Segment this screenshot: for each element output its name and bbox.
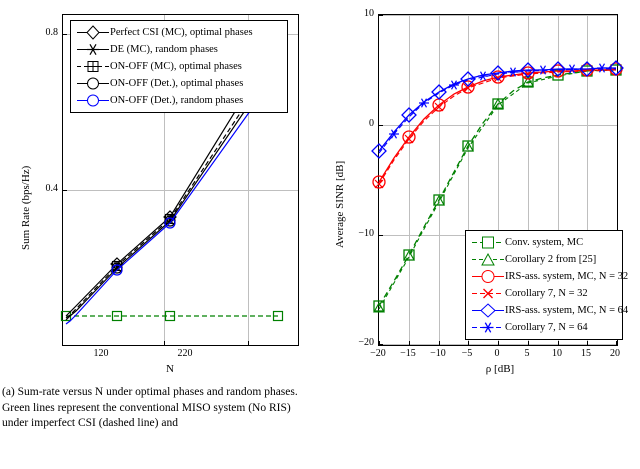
gridline-x-0 xyxy=(498,15,499,345)
xticklabel-b-15: 15 xyxy=(581,348,591,359)
gridline-x-5 xyxy=(528,15,529,345)
xticklabel-b-5: 5 xyxy=(524,348,530,359)
ytick--10 xyxy=(379,235,383,236)
gridline-x-10 xyxy=(558,15,559,345)
xtick--10 xyxy=(439,341,440,345)
legend-label: ON-OFF (Det.), optimal phases xyxy=(110,78,244,89)
xtick--5 xyxy=(468,341,469,345)
legend-item-b-1: Corollary 2 from [25] xyxy=(471,251,617,268)
legend-label: ON-OFF (MC), optimal phases xyxy=(110,61,242,72)
legend-a: Perfect CSI (MC), optimal phases DE (MC)… xyxy=(70,20,288,113)
asterisk-marker-blue-icon xyxy=(471,319,505,336)
xticklabel-a-220: 220 xyxy=(177,348,193,359)
gridline-x-120 xyxy=(164,15,165,345)
legend-item-a-0: Perfect CSI (MC), optimal phases xyxy=(76,24,282,41)
circle-marker-icon xyxy=(76,75,110,92)
circle-marker-blue-icon xyxy=(76,92,110,109)
legend-label: Perfect CSI (MC), optimal phases xyxy=(110,27,253,38)
legend-label: IRS-ass. system, MC, N = 32 xyxy=(505,271,629,282)
xticklabel-b-0: 0 xyxy=(494,348,500,359)
xtick--20 xyxy=(379,341,380,345)
ytick-10 xyxy=(379,15,383,16)
yticklabel-b--10: −10 xyxy=(358,228,374,239)
legend-item-a-2: ON-OFF (MC), optimal phases xyxy=(76,58,282,75)
xticklabel-b-10: 10 xyxy=(552,348,562,359)
yticklabel-b--20: −20 xyxy=(358,337,374,348)
legend-item-a-4: ON-OFF (Det.), random phases xyxy=(76,92,282,109)
legend-label: Corollary 7, N = 64 xyxy=(505,322,588,333)
legend-label: Corollary 2 from [25] xyxy=(505,254,597,265)
series-layer-b xyxy=(371,60,624,313)
gridline-x--15 xyxy=(409,15,410,345)
diamond-marker-blue-icon xyxy=(471,302,505,319)
gridline-x--10 xyxy=(439,15,440,345)
ytick--20 xyxy=(379,344,383,345)
legend-item-b-3: Corollary 7, N = 32 xyxy=(471,285,617,302)
xtick-10 xyxy=(558,341,559,345)
ytick-0.8 xyxy=(63,34,67,35)
ytick-0.4 xyxy=(63,190,67,191)
gridline-x-15 xyxy=(587,15,588,345)
legend-item-a-1: DE (MC), random phases xyxy=(76,41,282,58)
xticklabel-b-20: 20 xyxy=(610,348,620,359)
legend-label: Conv. system, MC xyxy=(505,237,584,248)
yaxis-title-a: Sum Rate (bps/Hz) xyxy=(20,165,32,250)
series-irs-mc-n32 xyxy=(372,62,623,189)
xticklabel-b--15: −15 xyxy=(400,348,416,359)
xaxis-title-b: ρ [dB] xyxy=(485,363,515,375)
legend-label: DE (MC), random phases xyxy=(110,44,218,55)
xticklabel-b--20: −20 xyxy=(370,348,386,359)
xtick-120 xyxy=(164,341,165,345)
legend-label: ON-OFF (Det.), random phases xyxy=(110,95,244,106)
triangle-marker-green-icon xyxy=(471,251,505,268)
xticklabel-a-120: 120 xyxy=(93,348,109,359)
circle-marker-red-icon xyxy=(471,268,505,285)
xticklabel-b--10: −10 xyxy=(430,348,446,359)
gridline-y-0.4 xyxy=(63,190,298,191)
legend-item-b-4: IRS-ass. system, MC, N = 64 xyxy=(471,302,628,319)
legend-item-b-5: Corollary 7, N = 64 xyxy=(471,319,617,336)
series-corollary7-n64 xyxy=(378,63,616,154)
yticklabel-a-0.8: 0.8 xyxy=(45,27,59,38)
xaxis-title-a: N xyxy=(166,363,174,375)
ytick-0 xyxy=(379,125,383,126)
series-layer-a xyxy=(60,35,285,325)
yticklabel-b-0: 0 xyxy=(369,118,374,129)
xtick-220 xyxy=(248,341,249,345)
diamond-marker-icon xyxy=(76,24,110,41)
legend-label: Corollary 7, N = 32 xyxy=(505,288,588,299)
asterisk-marker-icon xyxy=(76,41,110,58)
gridline-x--5 xyxy=(468,15,469,345)
figure-caption-a: (a) Sum-rate versus N under optimal phas… xyxy=(2,386,298,430)
square-marker-green-icon xyxy=(471,234,505,251)
xtick-15 xyxy=(587,341,588,345)
legend-b: Conv. system, MC Corollary 2 from [25] I… xyxy=(465,230,628,340)
series-corollary7-n32 xyxy=(374,69,617,189)
legend-item-b-2: IRS-ass. system, MC, N = 32 xyxy=(471,268,628,285)
xtick--15 xyxy=(409,341,410,345)
legend-item-a-3: ON-OFF (Det.), optimal phases xyxy=(76,75,282,92)
gridline-x-220 xyxy=(248,15,249,345)
yaxis-title-b: Average SINR [dB] xyxy=(334,160,346,248)
yticklabel-a-0.4: 0.4 xyxy=(45,183,59,194)
square-plus-marker-icon xyxy=(76,58,110,75)
legend-item-b-0: Conv. system, MC xyxy=(471,234,617,251)
xtick-5 xyxy=(528,341,529,345)
xtick-20 xyxy=(616,341,617,345)
xticklabel-b--5: −5 xyxy=(461,348,473,359)
xtick-0 xyxy=(498,341,499,345)
series-conventional-miso xyxy=(60,310,284,322)
legend-label: IRS-ass. system, MC, N = 64 xyxy=(505,305,629,316)
cross-marker-red-icon xyxy=(471,285,505,302)
yticklabel-b-10: 10 xyxy=(364,8,374,19)
